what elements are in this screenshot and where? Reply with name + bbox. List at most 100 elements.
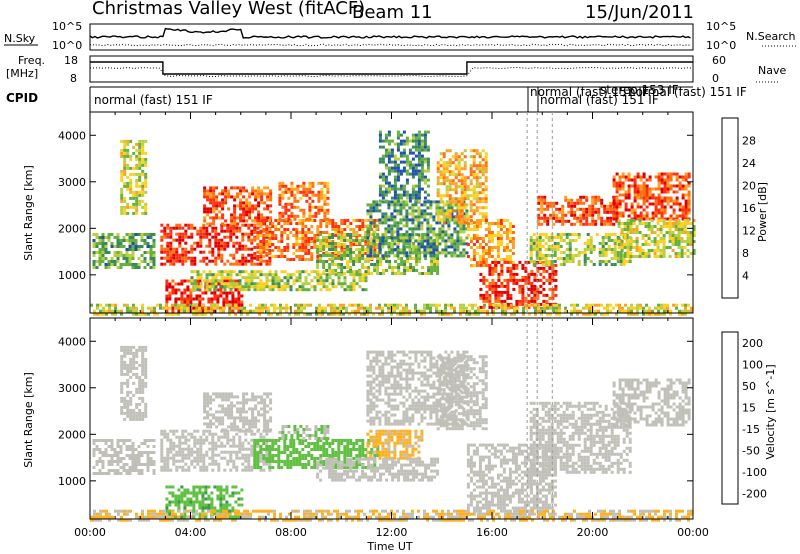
power-cell [120,211,124,215]
power-cell [615,219,619,223]
power-cell [257,192,261,196]
power-cell [591,210,595,214]
power-cell [323,184,327,188]
power-cell [210,297,214,301]
power-cell [417,224,421,228]
power-cell [538,251,542,254]
power-cell [134,233,138,236]
power-cell [561,216,565,220]
power-cell [494,296,498,300]
power-cell [616,251,620,254]
power-cell [214,229,218,233]
power-cell [672,202,676,206]
velocity-cell [119,472,123,475]
power-cell [441,309,444,313]
power-cell [447,251,451,255]
power-cell [248,216,252,220]
power-cell [293,214,297,218]
power-cell [441,251,445,255]
power-cell [414,136,418,140]
power-cell [451,209,455,213]
power-cell [220,276,224,280]
power-cell [351,309,354,313]
power-cell [126,163,130,167]
power-cell [459,312,462,316]
power-cell [435,221,439,225]
power-cell [462,248,466,252]
power-cell [225,300,229,304]
power-cell [675,178,679,182]
power-cell [229,282,233,286]
power-cell [199,235,203,239]
power-cell [438,233,442,237]
power-cell [101,260,105,263]
power-cell [325,254,329,257]
power-cell [497,260,501,264]
power-cell [426,251,430,255]
power-cell [284,187,288,191]
power-cell [364,231,368,234]
power-cell [515,299,519,303]
power-cell [349,270,353,274]
power-cell [671,234,675,237]
power-cell [229,232,233,236]
power-cell [323,181,327,185]
power-cell [396,178,400,182]
power-cell [506,290,510,294]
power-cell [372,233,376,237]
power-cell [627,309,630,313]
power-cell [178,244,182,248]
power-cell [482,275,486,279]
power-cell [405,157,409,161]
power-cell [558,210,562,214]
power-cell [322,252,326,255]
power-cell [240,294,244,298]
power-cell [521,266,525,270]
power-cell [409,266,413,269]
power-cell [290,187,294,191]
power-cell [355,233,359,236]
power-cell [295,222,299,225]
power-cell [262,229,266,233]
power-cell [653,249,657,252]
power-cell [178,226,182,230]
power-cell [337,279,341,283]
power-cell [399,133,403,137]
power-cell [320,196,324,200]
power-cell [445,164,449,168]
power-cell [366,251,370,255]
power-cell [180,279,184,283]
power-cell [436,191,440,195]
power-cell [375,306,378,310]
power-cell [331,245,335,248]
power-cell [546,222,550,226]
power-cell [348,303,351,307]
power-cell [169,241,173,245]
power-cell [674,228,678,231]
power-cell [447,312,450,316]
power-cell [364,252,368,255]
power-cell [385,269,389,272]
power-cell [645,217,649,221]
power-cell [211,226,215,230]
power-cell [295,243,299,246]
power-cell [135,309,138,313]
power-cell [462,227,466,231]
power-cell [518,302,522,306]
power-cell [531,303,534,307]
power-cell [612,222,616,226]
power-cell [325,240,329,243]
power-cell [559,263,563,266]
power-cell [331,257,335,260]
power-cell [381,193,385,197]
power-cell [301,234,305,237]
power-ylabel: Slant Range [km] [22,165,35,261]
power-cell [645,193,649,197]
power-cell [343,228,347,231]
power-cell [268,252,272,255]
power-cell [256,288,260,292]
power-cell [457,158,461,162]
power-cell [629,228,633,231]
power-cell [284,205,288,209]
power-cell [257,216,261,220]
